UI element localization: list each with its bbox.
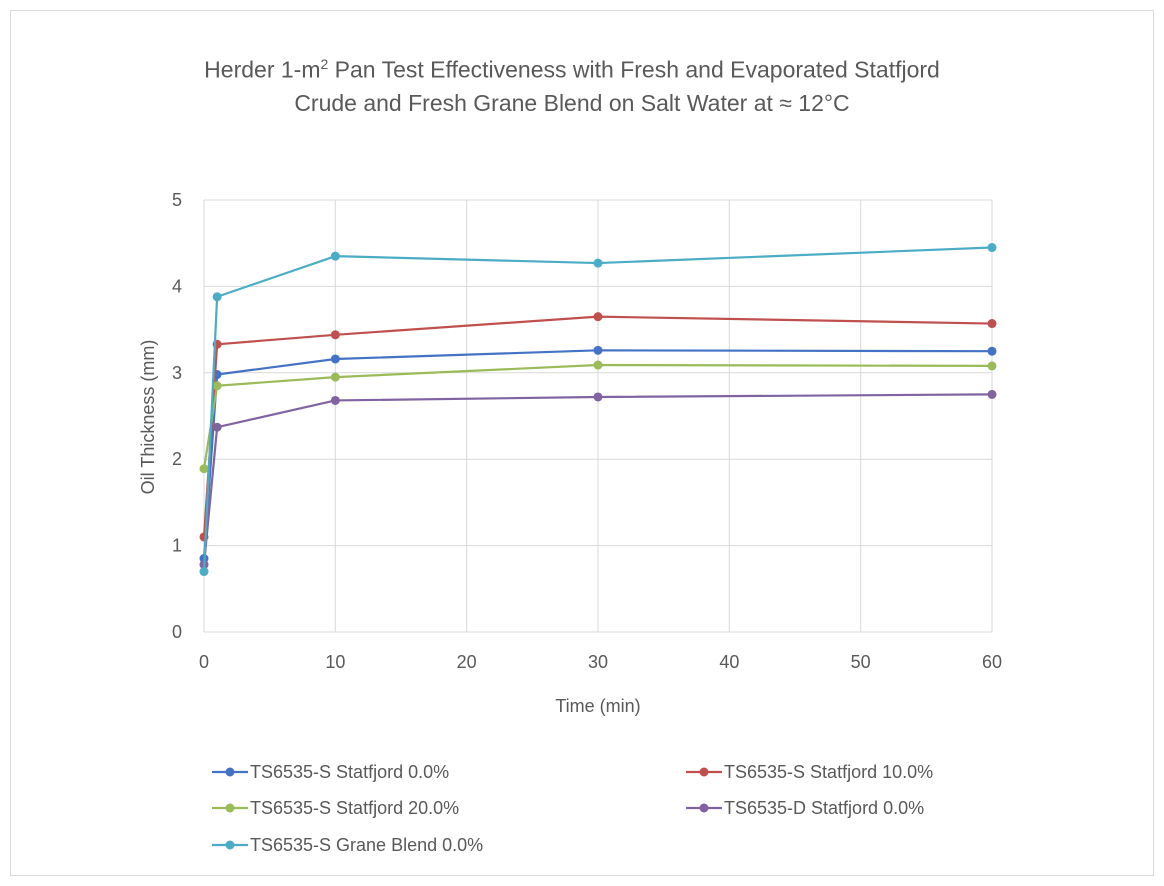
legend-label-1: TS6535-S Statfjord 10.0% — [724, 762, 933, 782]
tick-labels: 0 10 20 30 40 50 60 0 1 2 3 4 5 — [172, 190, 1002, 672]
data-point-0-3 — [593, 345, 603, 355]
data-point-1-2 — [330, 330, 340, 340]
y-tick-label-2: 2 — [172, 449, 182, 469]
legend-swatch-marker-0 — [225, 767, 235, 777]
x-axis-label: Time (min) — [555, 696, 640, 716]
legend: TS6535-S Statfjord 0.0% TS6535-S Statfjor… — [212, 762, 933, 855]
y-tick-label-5: 5 — [172, 190, 182, 210]
legend-label-4: TS6535-S Grane Blend 0.0% — [250, 835, 483, 855]
data-point-3-3 — [593, 392, 603, 402]
data-point-0-2 — [330, 354, 340, 364]
data-point-0-4 — [987, 346, 997, 356]
data-point-4-0 — [199, 567, 209, 577]
legend-swatch-marker-3 — [699, 803, 709, 813]
grid-lines — [203, 199, 993, 633]
legend-item-0: TS6535-S Statfjord 0.0% — [212, 762, 449, 782]
y-tick-label-3: 3 — [172, 363, 182, 383]
chart-frame — [10, 10, 1154, 876]
legend-swatch-marker-1 — [699, 767, 709, 777]
x-tick-label-4: 40 — [719, 652, 739, 672]
y-tick-label-4: 4 — [172, 276, 182, 296]
series-4 — [199, 243, 997, 577]
data-point-3-4 — [987, 389, 997, 399]
x-tick-label-0: 0 — [199, 652, 209, 672]
legend-item-2: TS6535-S Statfjord 20.0% — [212, 798, 459, 818]
y-tick-label-0: 0 — [172, 622, 182, 642]
data-point-2-3 — [593, 360, 603, 370]
legend-swatch-marker-4 — [225, 840, 235, 850]
title-part1: Herder 1-m — [204, 56, 321, 83]
x-tick-label-3: 30 — [588, 652, 608, 672]
legend-item-3: TS6535-D Statfjord 0.0% — [686, 798, 924, 818]
data-point-3-1 — [212, 422, 222, 432]
legend-swatch-marker-2 — [225, 803, 235, 813]
x-tick-label-1: 10 — [325, 652, 345, 672]
data-point-2-4 — [987, 361, 997, 371]
y-axis-label: Oil Thickness (mm) — [138, 340, 158, 495]
data-point-2-2 — [330, 372, 340, 382]
series-3 — [199, 389, 997, 570]
title-part2: Pan Test Effectiveness with Fresh and Ev… — [328, 56, 940, 83]
title-line2: Crude and Fresh Grane Blend on Salt Wate… — [294, 89, 850, 116]
chart-title: Herder 1-m2 Pan Test Effectiveness with … — [0, 48, 1144, 120]
data-point-2-0 — [199, 464, 209, 474]
data-point-1-3 — [593, 312, 603, 322]
data-point-3-2 — [330, 395, 340, 405]
series-2 — [199, 360, 997, 474]
legend-label-3: TS6535-D Statfjord 0.0% — [724, 798, 924, 818]
legend-item-1: TS6535-S Statfjord 10.0% — [686, 762, 933, 782]
data-point-1-4 — [987, 319, 997, 329]
legend-label-2: TS6535-S Statfjord 20.0% — [250, 798, 459, 818]
x-tick-label-5: 50 — [851, 652, 871, 672]
data-point-4-2 — [330, 251, 340, 261]
title-superscript: 2 — [320, 56, 329, 72]
legend-label-0: TS6535-S Statfjord 0.0% — [250, 762, 449, 782]
x-tick-label-6: 60 — [982, 652, 1002, 672]
y-tick-label-1: 1 — [172, 536, 182, 556]
data-point-4-1 — [212, 292, 222, 302]
x-tick-label-2: 20 — [457, 652, 477, 672]
legend-item-4: TS6535-S Grane Blend 0.0% — [212, 835, 483, 855]
data-point-4-3 — [593, 258, 603, 268]
series-layer — [199, 243, 997, 577]
data-point-4-4 — [987, 243, 997, 253]
data-point-2-1 — [212, 381, 222, 391]
